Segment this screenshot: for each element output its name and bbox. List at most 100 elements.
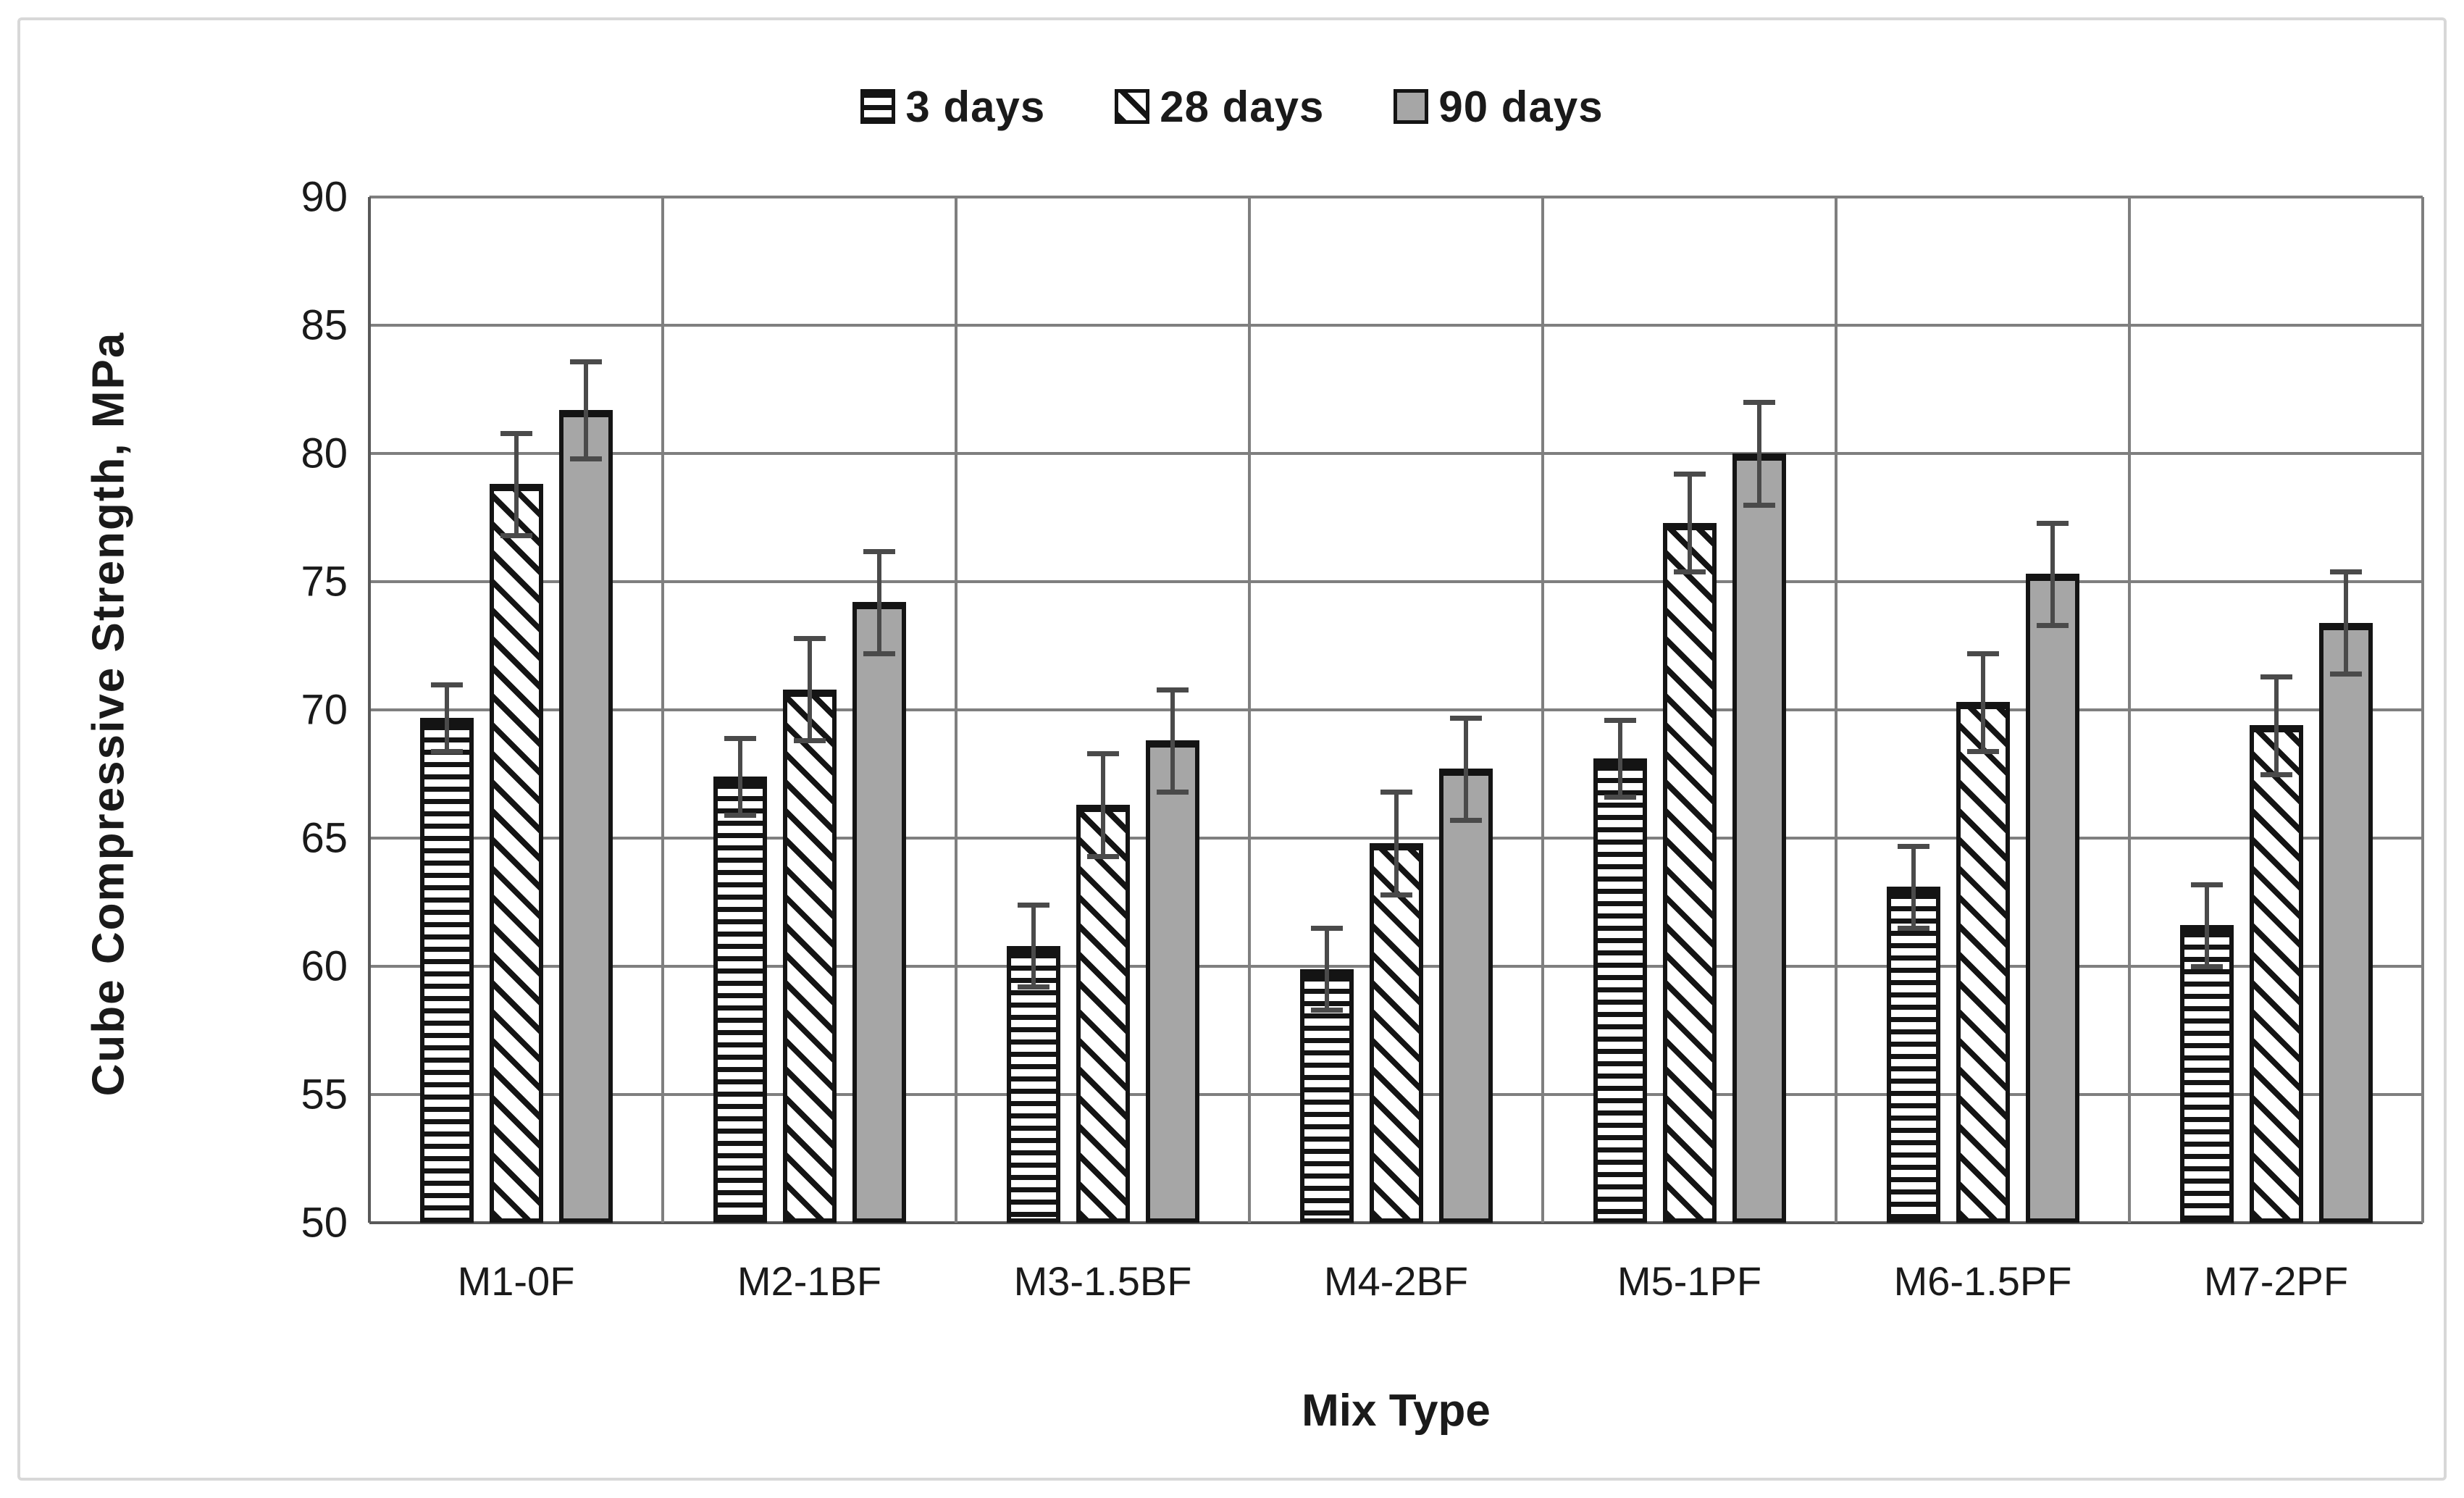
- bar-28-days-M4-2BF: [1369, 843, 1423, 1223]
- error-bar-cap-bottom: [2036, 623, 2069, 629]
- error-bar-cap-bottom: [1604, 795, 1636, 800]
- bar-3-days-M5-1PF: [1593, 758, 1647, 1223]
- y-tick-label: 50: [301, 1199, 348, 1247]
- error-bar-cap-bottom: [2190, 964, 2223, 969]
- error-bar-cap-top: [863, 548, 895, 554]
- error-bar-cap-top: [1449, 715, 1482, 721]
- error-bar-cap-bottom: [793, 738, 826, 744]
- error-bar-cap-top: [1156, 687, 1189, 692]
- y-tick-label: 60: [301, 942, 348, 990]
- x-tick-label-M4-2BF: M4-2BF: [1323, 1258, 1469, 1304]
- x-tick-label-M7-2PF: M7-2PF: [2203, 1258, 2349, 1304]
- error-bar-line: [583, 361, 588, 459]
- legend-swatch-horizontal-stripes: [860, 89, 896, 124]
- bar-28-days-M3-1.5BF: [1076, 804, 1130, 1223]
- bar-90-days-M6-1.5PF: [2025, 574, 2079, 1223]
- error-bar-line: [444, 684, 449, 751]
- bar-3-days-M3-1.5BF: [1006, 945, 1060, 1223]
- legend-swatch-solid-gray: [1394, 89, 1429, 124]
- error-bar-cap-bottom: [863, 651, 895, 657]
- error-bar-line: [1756, 402, 1761, 505]
- legend-label: 90 days: [1438, 82, 1604, 131]
- x-gridline: [1248, 197, 1251, 1223]
- bar-3-days-M6-1.5PF: [1886, 887, 1940, 1223]
- error-bar-line: [807, 637, 812, 741]
- error-bar-cap-bottom: [1743, 502, 1775, 508]
- x-gridline: [955, 197, 957, 1223]
- legend-item-90-days: 90 days: [1394, 82, 1603, 132]
- error-bar-cap-bottom: [1449, 818, 1482, 824]
- y-axis-title: Cube Compressive Strength, MPa: [83, 331, 134, 1097]
- error-bar-line: [2343, 571, 2348, 674]
- chart-legend: 3 days 28 days 90 days: [0, 67, 2464, 146]
- x-tick-label-M2-1BF: M2-1BF: [737, 1258, 882, 1304]
- y-gridline: [369, 708, 2423, 711]
- legend-swatch-diagonal-stripes: [1115, 89, 1150, 124]
- y-gridline: [369, 196, 2423, 198]
- legend-label: 28 days: [1160, 82, 1325, 131]
- error-bar-line: [1394, 792, 1399, 895]
- error-bar-cap-bottom: [1897, 925, 1929, 931]
- error-bar-cap-top: [1017, 903, 1049, 908]
- bar-3-days-M2-1BF: [713, 777, 767, 1223]
- bar-28-days-M5-1PF: [1662, 522, 1717, 1223]
- error-bar-line: [1911, 845, 1916, 928]
- error-bar-line: [1980, 653, 1985, 751]
- error-bar-line: [876, 551, 881, 654]
- y-tick-label: 80: [301, 430, 348, 477]
- bar-90-days-M3-1.5BF: [1145, 740, 1199, 1223]
- y-tick-label: 65: [301, 814, 348, 862]
- error-bar-cap-bottom: [569, 456, 602, 462]
- legend-label: 3 days: [905, 82, 1046, 131]
- x-tick-label-M3-1.5BF: M3-1.5BF: [1013, 1258, 1192, 1304]
- error-bar-cap-top: [1086, 751, 1119, 757]
- error-bar-line: [514, 432, 519, 536]
- error-bar-line: [1324, 927, 1329, 1010]
- error-bar-line: [1031, 905, 1036, 987]
- x-tick-label-M5-1PF: M5-1PF: [1617, 1258, 1762, 1304]
- error-bar-cap-bottom: [1966, 748, 1999, 754]
- y-axis-line: [368, 197, 371, 1223]
- error-bar-line: [2050, 522, 2055, 626]
- error-bar-cap-top: [1604, 718, 1636, 724]
- error-bar-cap-top: [569, 359, 602, 364]
- x-gridline: [1835, 197, 1837, 1223]
- error-bar-cap-bottom: [1156, 790, 1189, 795]
- error-bar-cap-top: [1966, 651, 1999, 657]
- bar-28-days-M2-1BF: [782, 689, 837, 1223]
- error-bar-cap-top: [430, 682, 463, 687]
- y-gridline: [369, 580, 2423, 583]
- error-bar-cap-bottom: [1086, 853, 1119, 859]
- x-tick-label-M1-0F: M1-0F: [457, 1258, 575, 1304]
- error-bar-cap-bottom: [724, 813, 756, 819]
- error-bar-line: [1170, 689, 1175, 792]
- bar-28-days-M1-0F: [489, 484, 543, 1223]
- error-bar-cap-top: [1310, 925, 1343, 931]
- error-bar-cap-top: [724, 735, 756, 741]
- error-bar-cap-bottom: [1310, 1008, 1343, 1013]
- bar-90-days-M5-1PF: [1732, 453, 1786, 1223]
- y-gridline: [369, 1221, 2423, 1224]
- error-bar-line: [2204, 884, 2209, 966]
- bar-3-days-M7-2PF: [2179, 925, 2234, 1223]
- error-bar-line: [1687, 474, 1692, 572]
- legend-item-3-days: 3 days: [860, 82, 1045, 132]
- x-gridline: [1541, 197, 1544, 1223]
- y-gridline: [369, 452, 2423, 455]
- error-bar-cap-top: [1743, 400, 1775, 406]
- error-bar-line: [1100, 753, 1105, 856]
- bar-3-days-M1-0F: [419, 717, 474, 1223]
- error-bar-cap-top: [1380, 790, 1412, 795]
- bar-90-days-M2-1BF: [852, 602, 906, 1223]
- y-tick-label: 90: [301, 173, 348, 221]
- error-bar-line: [1617, 720, 1622, 798]
- error-bar-cap-top: [2329, 569, 2362, 574]
- y-tick-label: 75: [301, 558, 348, 606]
- x-tick-label-M6-1.5PF: M6-1.5PF: [1893, 1258, 2072, 1304]
- error-bar-cap-top: [2260, 674, 2292, 679]
- error-bar-cap-top: [1673, 472, 1706, 477]
- x-gridline: [2128, 197, 2131, 1223]
- error-bar-line: [1463, 717, 1468, 821]
- x-gridline: [661, 197, 664, 1223]
